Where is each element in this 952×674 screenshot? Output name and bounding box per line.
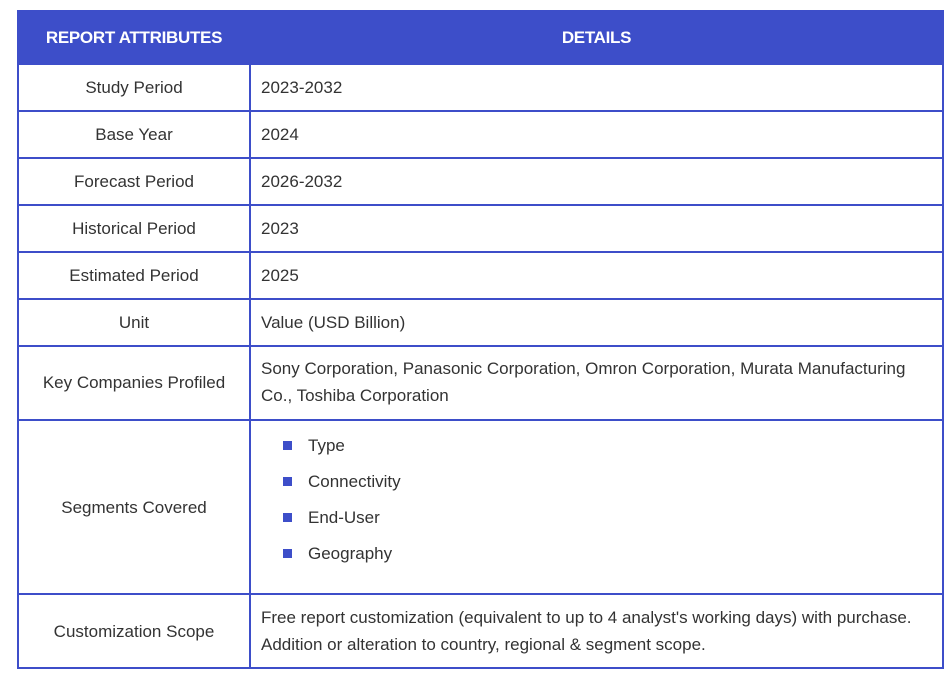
list-item: Type	[283, 427, 932, 463]
table-row-historical-period: Historical Period 2023	[17, 204, 944, 253]
attribute-cell: Study Period	[17, 63, 251, 112]
square-bullet-icon	[283, 476, 292, 486]
segment-label: Connectivity	[308, 471, 401, 491]
square-bullet-icon	[283, 440, 292, 450]
table-row-segments-covered: Segments Covered Type Connectivity End-U…	[17, 419, 944, 595]
segment-label: Type	[308, 435, 345, 455]
detail-cell: Value (USD Billion)	[249, 298, 944, 347]
table-row-customization-scope: Customization Scope Free report customiz…	[17, 593, 944, 669]
detail-cell: 2023-2032	[249, 63, 944, 112]
detail-cell: Type Connectivity End-User Geography	[249, 419, 944, 595]
attribute-cell: Unit	[17, 298, 251, 347]
detail-cell: 2025	[249, 251, 944, 300]
table-row-estimated-period: Estimated Period 2025	[17, 251, 944, 300]
attribute-cell: Forecast Period	[17, 157, 251, 206]
segment-label: End-User	[308, 507, 380, 527]
attribute-cell: Segments Covered	[17, 419, 251, 595]
table-row-forecast-period: Forecast Period 2026-2032	[17, 157, 944, 206]
list-item: End-User	[283, 499, 932, 535]
segment-label: Geography	[308, 543, 393, 563]
header-row: REPORT ATTRIBUTES DETAILS	[17, 10, 944, 65]
table-header: REPORT ATTRIBUTES DETAILS	[17, 10, 944, 65]
table-row-study-period: Study Period 2023-2032	[17, 63, 944, 112]
detail-cell: 2023	[249, 204, 944, 253]
attribute-cell: Historical Period	[17, 204, 251, 253]
table-row-base-year: Base Year 2024	[17, 110, 944, 159]
table-body: Study Period 2023-2032 Base Year 2024 Fo…	[17, 63, 944, 669]
attribute-cell: Key Companies Profiled	[17, 345, 251, 421]
detail-cell: 2024	[249, 110, 944, 159]
detail-cell: Free report customization (equivalent to…	[249, 593, 944, 669]
header-details: DETAILS	[249, 10, 944, 65]
detail-cell: 2026-2032	[249, 157, 944, 206]
attribute-cell: Customization Scope	[17, 593, 251, 669]
table-row-key-companies: Key Companies Profiled Sony Corporation,…	[17, 345, 944, 421]
attribute-cell: Estimated Period	[17, 251, 251, 300]
detail-cell: Sony Corporation, Panasonic Corporation,…	[249, 345, 944, 421]
square-bullet-icon	[283, 512, 292, 522]
segments-list: Type Connectivity End-User Geography	[261, 421, 932, 593]
list-item: Geography	[283, 535, 932, 571]
table-row-unit: Unit Value (USD Billion)	[17, 298, 944, 347]
square-bullet-icon	[283, 548, 292, 558]
header-report-attributes: REPORT ATTRIBUTES	[17, 10, 251, 65]
list-item: Connectivity	[283, 463, 932, 499]
attribute-cell: Base Year	[17, 110, 251, 159]
report-attributes-table: REPORT ATTRIBUTES DETAILS Study Period 2…	[17, 10, 944, 669]
